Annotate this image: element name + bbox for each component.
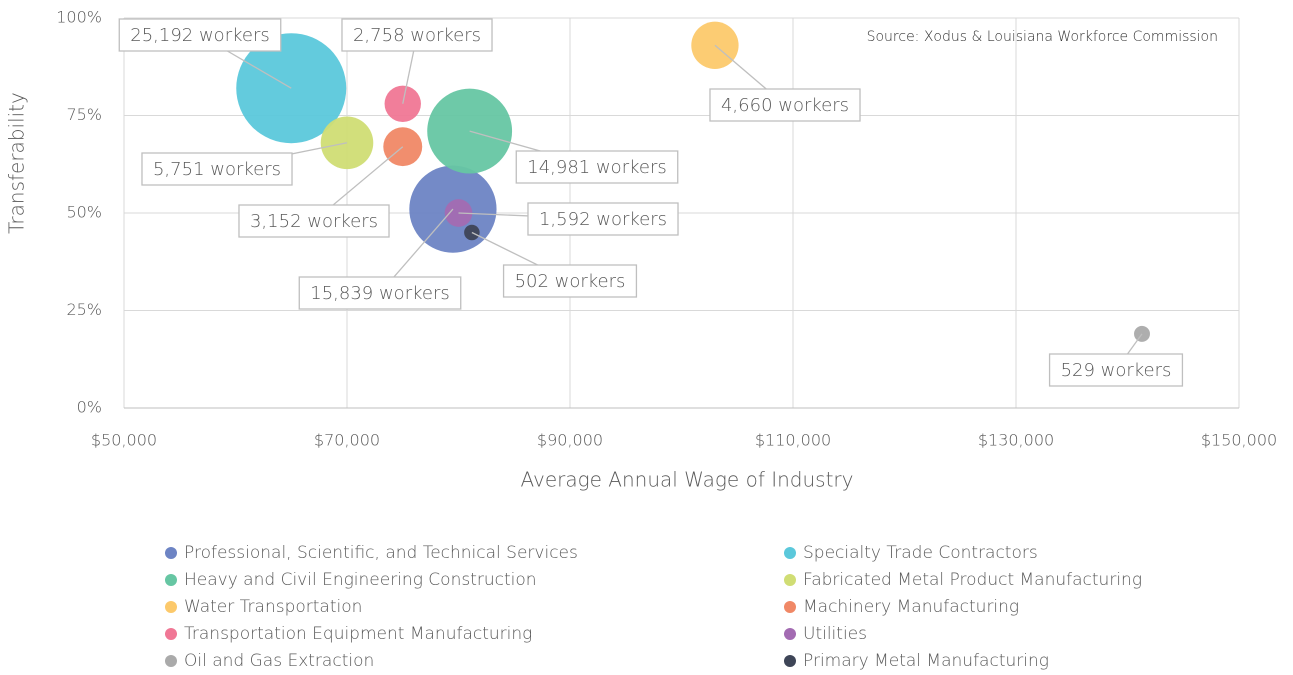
- label-box: [515, 150, 679, 184]
- y-tick-label: 75%: [66, 105, 102, 124]
- x-tick-label: $90,000: [537, 431, 603, 450]
- legend-marker: [784, 655, 796, 667]
- data-label: 2,758 workers: [353, 25, 481, 46]
- y-axis-title: Transferability: [5, 92, 29, 234]
- y-tick-label: 100%: [56, 8, 102, 27]
- data-label: 3,152 workers: [250, 211, 378, 232]
- y-tick-label: 0%: [77, 398, 102, 417]
- legend-label: Fabricated Metal Product Manufacturing: [803, 570, 1142, 590]
- data-label: 5,751 workers: [153, 159, 281, 180]
- legend-label: Transportation Equipment Manufacturing: [184, 624, 532, 644]
- x-tick-label: $150,000: [1201, 431, 1277, 450]
- data-label: 4,660 workers: [721, 95, 849, 116]
- label-box: [527, 202, 679, 236]
- legend-marker: [165, 601, 177, 613]
- legend-label: Primary Metal Manufacturing: [803, 651, 1049, 671]
- label-box: [709, 88, 861, 122]
- data-label: 502 workers: [515, 271, 626, 292]
- x-tick-label: $50,000: [91, 431, 157, 450]
- legend-marker: [165, 628, 177, 640]
- data-label: 14,981 workers: [527, 157, 666, 178]
- data-label: 1,592 workers: [539, 209, 667, 230]
- legend-label: Water Transportation: [184, 597, 362, 617]
- label-box: [238, 204, 390, 238]
- label-box: [141, 152, 293, 186]
- label-box: [341, 18, 493, 52]
- legend-label: Professional, Scientific, and Technical …: [184, 543, 578, 563]
- data-label: 25,192 workers: [130, 25, 269, 46]
- legend-label: Machinery Manufacturing: [803, 597, 1019, 617]
- label-box: [1048, 353, 1184, 387]
- legend-marker: [784, 601, 796, 613]
- legend-label: Utilities: [803, 624, 867, 644]
- legend-marker: [784, 574, 796, 586]
- data-label: 529 workers: [1061, 360, 1172, 381]
- legend-marker: [165, 655, 177, 667]
- legend-marker: [784, 628, 796, 640]
- legend-label: Heavy and Civil Engineering Construction: [184, 570, 537, 590]
- x-axis-title: Average Annual Wage of Industry: [521, 468, 854, 492]
- legend-marker: [784, 547, 796, 559]
- x-tick-label: $130,000: [978, 431, 1054, 450]
- label-box: [502, 264, 638, 298]
- legend-marker: [165, 547, 177, 559]
- x-tick-label: $110,000: [755, 431, 831, 450]
- legend-label: Specialty Trade Contractors: [803, 543, 1038, 563]
- label-box: [118, 18, 282, 52]
- legend-marker: [165, 574, 177, 586]
- label-box: [298, 276, 462, 310]
- y-tick-label: 25%: [66, 300, 102, 319]
- source: Source: Xodus & Louisiana Workforce Comm…: [867, 29, 1218, 45]
- x-tick-label: $70,000: [314, 431, 380, 450]
- data-label: 15,839 workers: [310, 283, 449, 304]
- bubble: [1134, 325, 1150, 342]
- y-tick-label: 50%: [66, 203, 102, 222]
- legend-label: Oil and Gas Extraction: [184, 651, 374, 671]
